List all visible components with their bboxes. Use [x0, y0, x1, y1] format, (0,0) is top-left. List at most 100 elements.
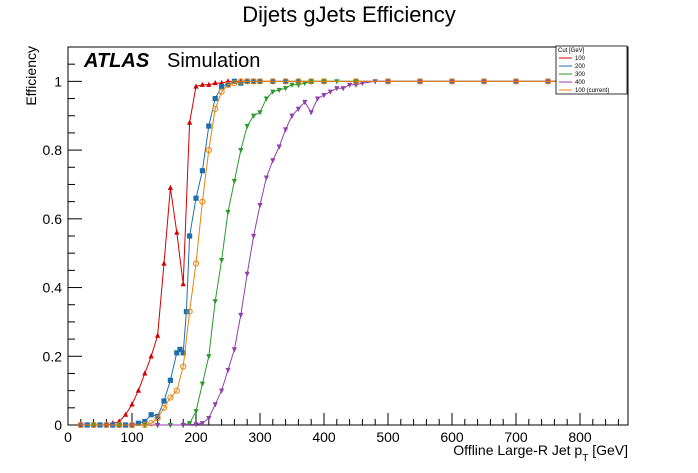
x-tick-label: 200 — [184, 429, 208, 445]
data-point — [270, 158, 276, 164]
data-point — [219, 79, 225, 86]
data-point — [193, 409, 199, 415]
data-point — [282, 78, 289, 85]
data-point — [206, 416, 212, 422]
data-point — [183, 309, 189, 315]
data-point — [205, 146, 212, 154]
data-point — [231, 347, 237, 353]
data-point — [193, 195, 199, 201]
data-point — [199, 81, 205, 87]
y-tick-label: 0 — [54, 417, 62, 433]
data-point — [212, 299, 218, 305]
x-tick-label: 400 — [312, 429, 336, 445]
data-point — [174, 229, 180, 235]
data-point — [199, 198, 206, 205]
data-point — [231, 78, 237, 84]
y-tick-label: 0.2 — [43, 348, 63, 364]
series-4 — [77, 78, 616, 429]
data-point — [167, 377, 173, 383]
data-point — [269, 78, 276, 85]
data-point — [177, 346, 183, 352]
data-point — [173, 387, 180, 394]
data-point — [180, 350, 186, 356]
x-tick-label: 700 — [504, 429, 528, 445]
data-point — [263, 96, 269, 102]
data-point — [116, 421, 123, 429]
legend-label: 300 — [575, 72, 586, 78]
legend-label: 400 — [575, 80, 586, 86]
data-point — [270, 89, 276, 95]
data-point — [334, 86, 340, 92]
atlas-sublabel: Simulation — [167, 50, 260, 72]
data-point — [193, 83, 199, 89]
legend-label: 100 — [575, 56, 586, 62]
data-point — [238, 147, 244, 154]
data-point — [231, 178, 237, 185]
data-point — [206, 81, 212, 87]
data-point — [544, 78, 552, 85]
legend-label: 100 (current) — [575, 88, 609, 94]
x-tick-label: 500 — [376, 429, 400, 445]
data-point — [224, 81, 232, 88]
data-point — [219, 388, 225, 394]
x-axis-label-unit: [GeV] — [588, 442, 628, 458]
data-point — [103, 421, 110, 429]
data-point — [212, 95, 218, 102]
data-point — [155, 422, 161, 429]
data-point — [141, 421, 148, 429]
x-tick-label: 800 — [568, 429, 592, 445]
data-point — [142, 370, 148, 376]
data-point — [186, 308, 193, 315]
data-point — [129, 401, 135, 407]
data-point — [180, 281, 186, 287]
data-point — [219, 257, 225, 264]
data-point — [276, 144, 282, 150]
data-point — [295, 78, 302, 85]
legend-label: 200 — [575, 64, 586, 70]
data-point — [225, 209, 231, 216]
data-point — [448, 78, 456, 85]
y-tick-label: 0.4 — [43, 280, 63, 296]
data-point — [315, 96, 321, 102]
data-point — [308, 110, 314, 116]
data-point — [161, 260, 167, 266]
y-tick-label: 0.6 — [43, 211, 63, 227]
data-point — [283, 127, 289, 133]
data-point — [289, 113, 295, 119]
data-point — [250, 78, 257, 85]
data-point — [352, 78, 360, 85]
data-point — [180, 363, 187, 370]
data-point — [206, 354, 212, 360]
data-point — [212, 79, 218, 86]
data-point — [199, 381, 205, 387]
data-point — [155, 332, 161, 338]
data-point — [77, 421, 84, 429]
legend-box — [555, 45, 628, 95]
data-point — [155, 413, 161, 420]
data-point — [244, 123, 250, 130]
series-3 — [78, 79, 615, 429]
legend-entries: 100 200 300 400 100 (current) — [559, 56, 609, 94]
data-point — [212, 402, 218, 408]
data-point — [90, 421, 97, 429]
x-tick-label: 300 — [248, 429, 272, 445]
data-point — [187, 233, 193, 239]
data-point — [480, 78, 488, 85]
data-point — [167, 184, 173, 190]
data-point — [416, 78, 424, 85]
series-line — [80, 80, 612, 426]
data-point — [187, 421, 193, 427]
data-point — [199, 168, 205, 174]
series-layer — [77, 78, 616, 429]
x-tick-label: 600 — [440, 429, 464, 445]
data-point — [142, 418, 148, 425]
x-tick-label: 100 — [120, 429, 144, 445]
data-point — [384, 78, 392, 85]
data-point — [123, 411, 129, 417]
y-tick-label: 0.8 — [43, 142, 63, 158]
data-point — [321, 93, 327, 99]
data-point — [219, 83, 225, 90]
data-point — [340, 86, 346, 92]
data-point — [256, 78, 264, 85]
